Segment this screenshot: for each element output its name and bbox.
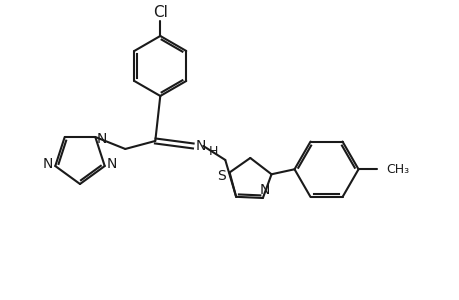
Text: Cl: Cl <box>152 5 168 20</box>
Text: N: N <box>43 157 53 171</box>
Text: H: H <box>208 146 218 158</box>
Text: N: N <box>259 183 269 197</box>
Text: S: S <box>217 169 225 183</box>
Text: N: N <box>196 139 206 153</box>
Text: N: N <box>97 132 107 146</box>
Text: CH₃: CH₃ <box>386 163 409 176</box>
Text: N: N <box>106 157 117 171</box>
